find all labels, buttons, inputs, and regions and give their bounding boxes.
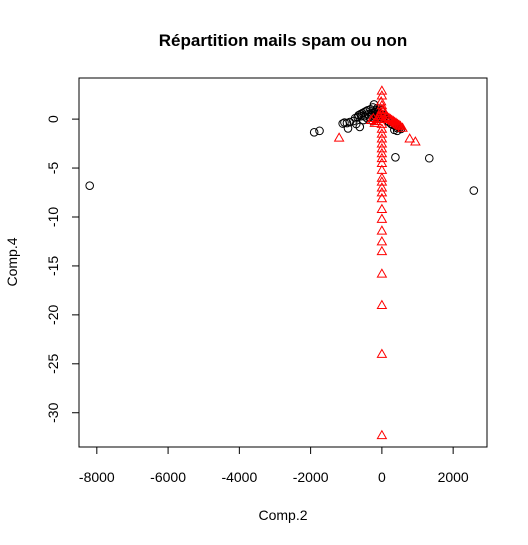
x-tick-label: -8000	[79, 469, 115, 485]
plot-area-frame	[78, 77, 488, 448]
spam-point	[376, 138, 388, 148]
y-axis-label: Comp.4	[4, 237, 20, 286]
y-tick-label: -5	[45, 162, 61, 175]
spam-point	[376, 429, 388, 440]
spam-point	[376, 299, 388, 309]
spam-point	[376, 157, 388, 168]
spam-point	[365, 114, 377, 124]
x-tick-label: -2000	[293, 469, 329, 485]
spam-point	[375, 95, 387, 106]
spam-point	[376, 85, 388, 95]
non-spam-point	[355, 122, 365, 132]
spam-point	[386, 114, 398, 124]
spam-point	[376, 147, 388, 158]
spam-point	[376, 348, 388, 358]
y-tick-label: -20	[45, 305, 61, 325]
spam-point	[376, 128, 388, 138]
chart-title: Répartition mails spam ou non	[159, 31, 407, 50]
non-spam-point	[424, 153, 434, 163]
non-spam-point	[343, 124, 353, 133]
x-tick-label: -6000	[150, 469, 186, 485]
non-spam-point	[469, 186, 479, 195]
spam-point	[376, 152, 388, 163]
spam-point	[376, 108, 388, 119]
x-tick-label: -4000	[221, 469, 257, 485]
spam-point	[404, 133, 416, 143]
spam-point	[376, 225, 388, 235]
spam-point	[376, 142, 388, 153]
y-tick-label: -25	[45, 353, 61, 373]
y-axis: 0 -5 -10 -15 -20 -25 -30	[45, 115, 80, 423]
spam-point	[376, 213, 388, 223]
x-axis: -8000 -6000 -4000 -2000 0 2000	[79, 446, 469, 485]
spam-point	[333, 132, 345, 142]
spam-point	[376, 235, 388, 246]
spam-point	[376, 187, 388, 197]
spam-point	[376, 268, 388, 278]
x-tick-label: 0	[378, 469, 386, 485]
x-axis-label: Comp.2	[258, 507, 307, 523]
spam-point	[376, 182, 388, 192]
y-tick-label: -10	[45, 207, 61, 227]
non-spam-point	[85, 181, 94, 190]
non-spam-point	[315, 126, 324, 136]
spam-point	[376, 133, 388, 143]
y-tick-label: -15	[45, 256, 61, 276]
spam-point	[376, 172, 388, 182]
data-points	[85, 85, 479, 440]
spam-point	[376, 113, 388, 123]
spam-point	[376, 176, 388, 186]
spam-point	[376, 192, 388, 203]
spam-point	[376, 203, 388, 214]
spam-point	[376, 90, 388, 100]
spam-point	[367, 112, 379, 123]
spam-point	[376, 245, 388, 256]
spam-point	[410, 136, 421, 146]
spam-point	[376, 123, 388, 133]
non-spam-point	[391, 152, 400, 162]
x-tick-label: 2000	[438, 469, 469, 485]
non-spam-point	[309, 128, 319, 137]
spam-point	[376, 103, 388, 114]
y-tick-label: 0	[45, 115, 61, 123]
y-tick-label: -30	[45, 402, 61, 422]
spam-point	[376, 118, 388, 128]
